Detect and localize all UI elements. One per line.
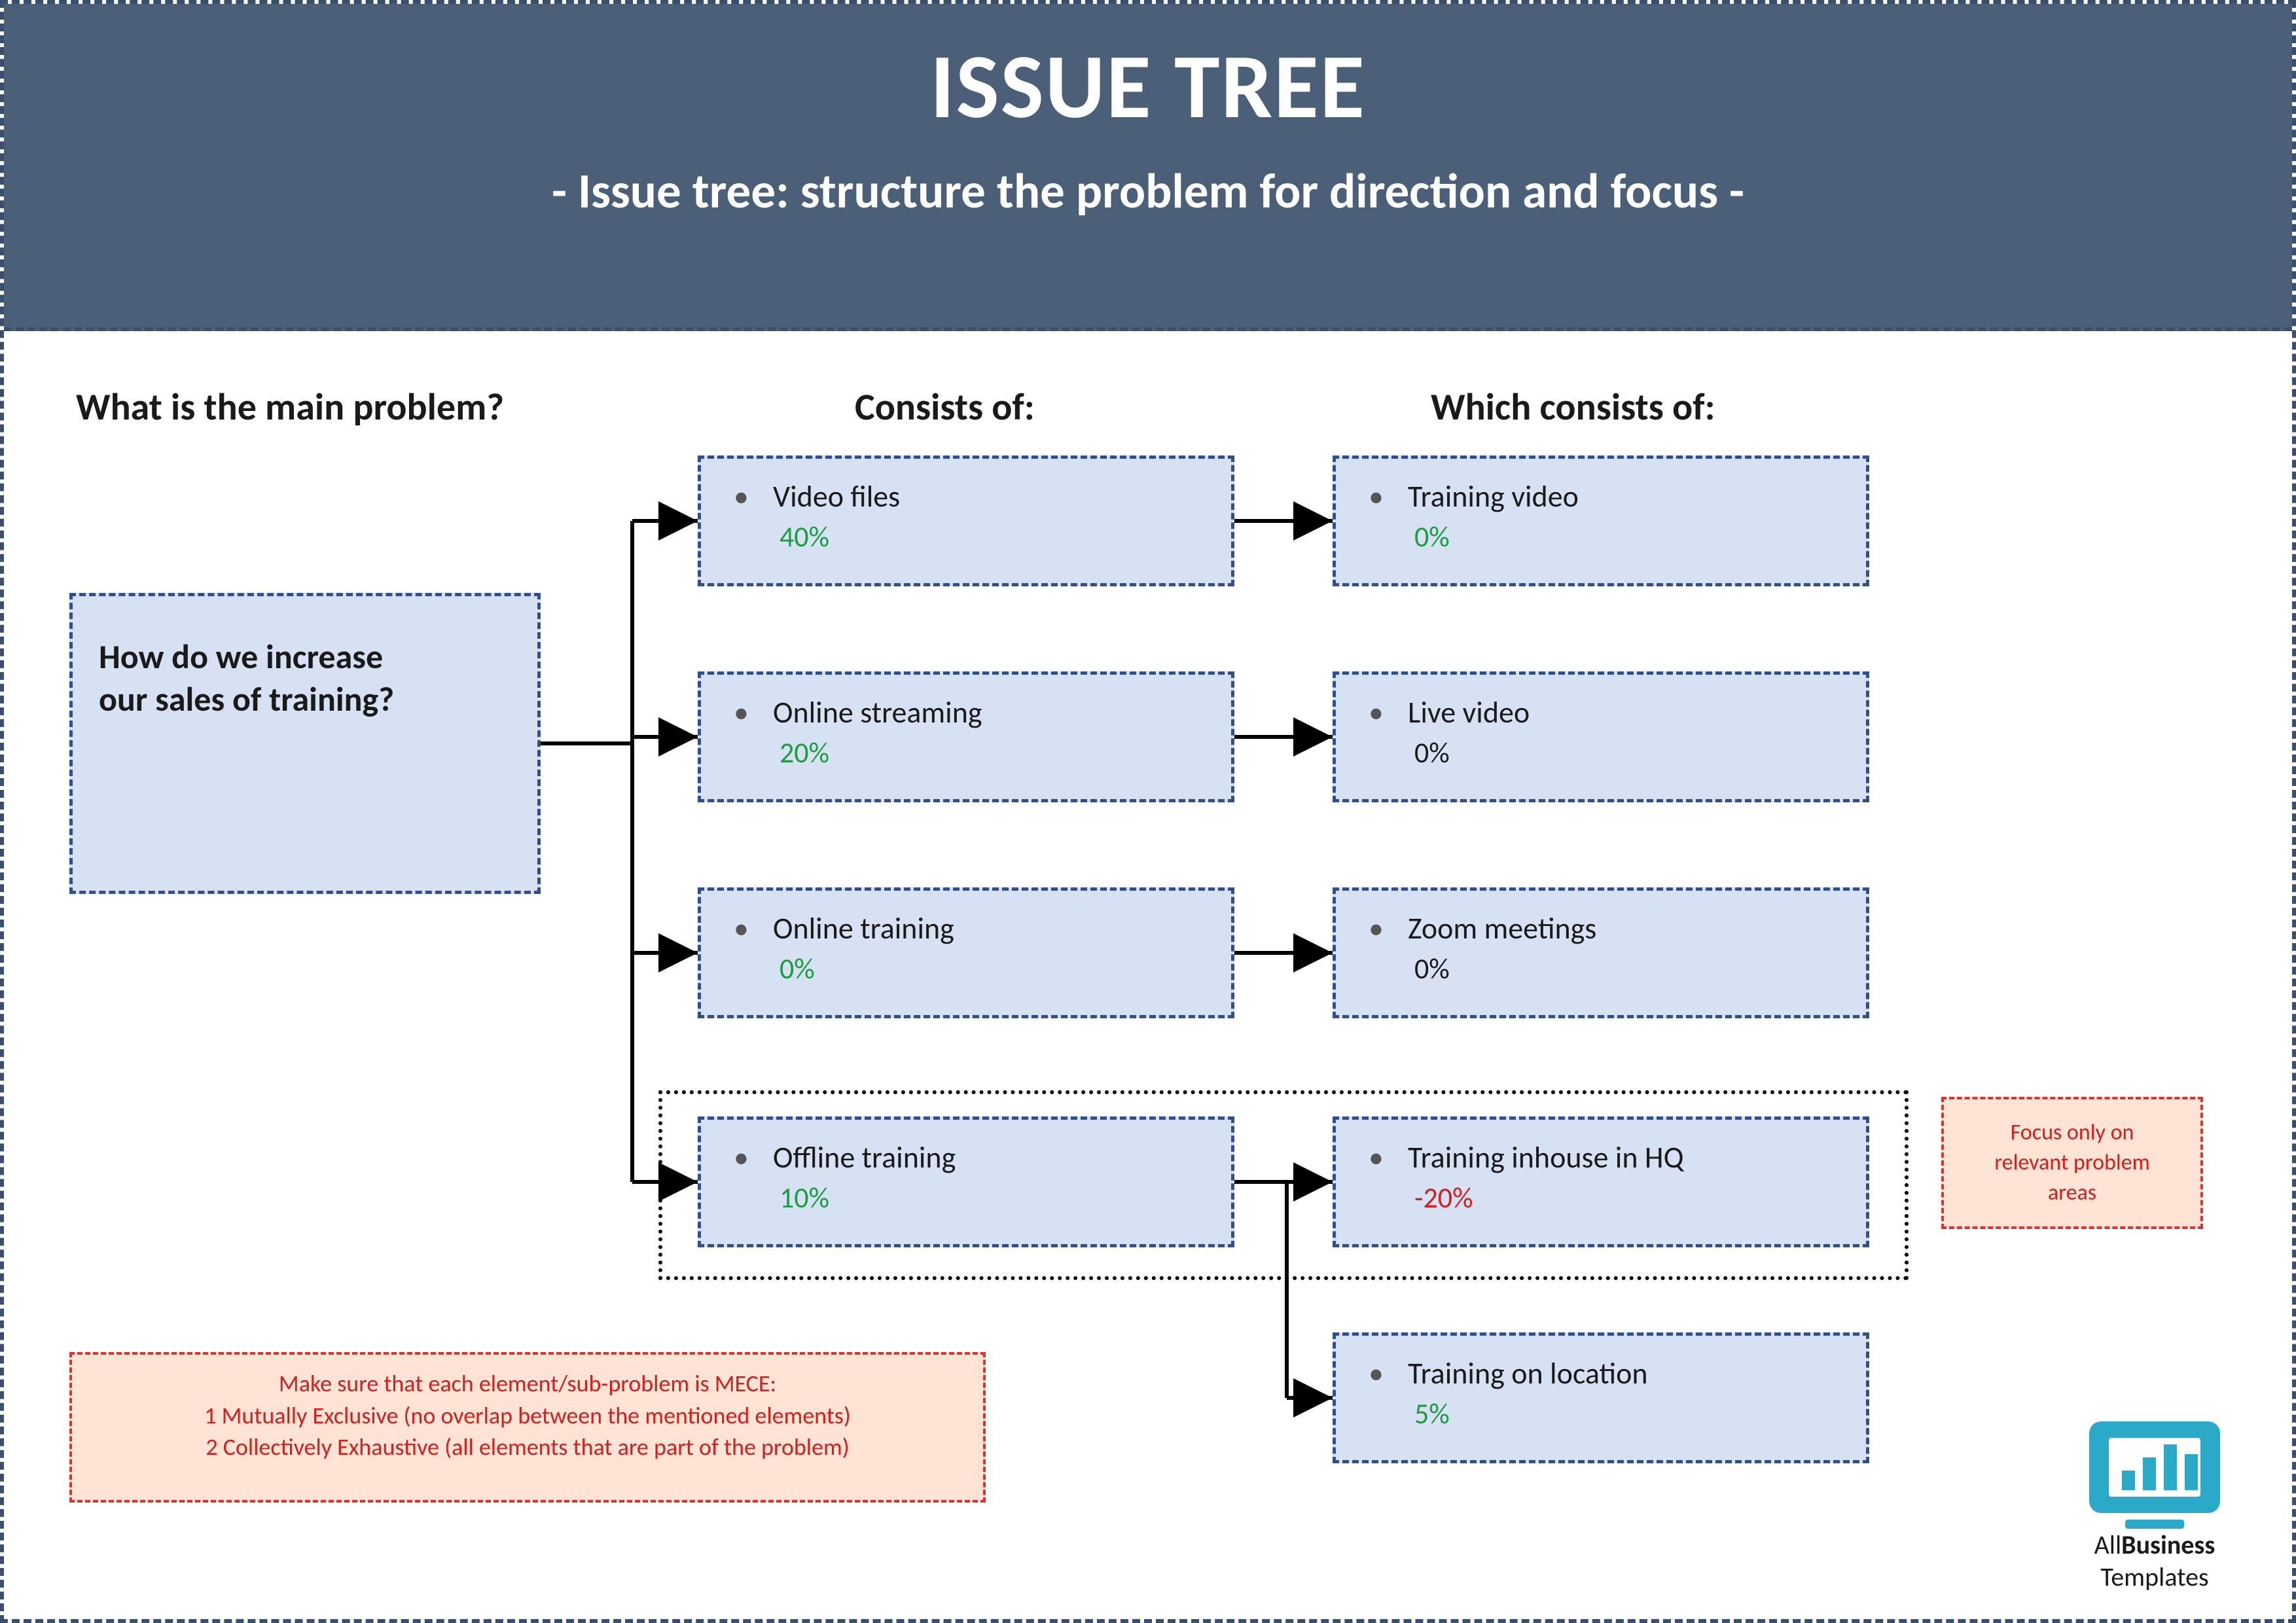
l2-pct-2: 0% — [780, 951, 1205, 986]
root-label-line1: How do we increase — [99, 635, 383, 677]
logo-text: AllBusiness Templates — [2056, 1529, 2253, 1593]
header: ISSUE TREE - Issue tree: structure the p… — [4, 4, 2292, 331]
note-mece-line2: 1 Mutually Exclusive (no overlap between… — [92, 1400, 963, 1432]
l3-node-0: Training video 0% — [1333, 455, 1869, 586]
l2-label-2: Online training — [734, 910, 954, 947]
note-mece: Make sure that each element/sub-problem … — [69, 1352, 986, 1503]
l3-label-4: Training on location — [1369, 1355, 1648, 1392]
l3-pct-2: 0% — [1414, 951, 1840, 986]
l3-pct-4: 5% — [1414, 1396, 1840, 1431]
l2-label-0: Video files — [734, 478, 900, 515]
l3-node-4: Training on location 5% — [1333, 1332, 1869, 1463]
logo-icon — [2089, 1421, 2220, 1513]
l3-label-2: Zoom meetings — [1369, 910, 1596, 947]
column-heading-3: Which consists of: — [1431, 383, 1715, 430]
note-focus: Focus only on relevant problem areas — [1941, 1097, 2203, 1229]
l2-pct-1: 20% — [780, 735, 1205, 770]
page-title: ISSUE TREE — [4, 30, 2292, 142]
l3-node-1: Live video 0% — [1333, 671, 1869, 802]
root-label-line2: our sales of training? — [99, 678, 394, 720]
l2-node-2: Online training 0% — [698, 887, 1234, 1018]
page: ISSUE TREE - Issue tree: structure the p… — [0, 0, 2296, 1623]
note-focus-line1: Focus only on — [1957, 1118, 2187, 1148]
l3-label-0: Training video — [1369, 478, 1579, 515]
logo: AllBusiness Templates — [2056, 1421, 2253, 1593]
focus-box — [658, 1090, 1909, 1280]
l3-label-1: Live video — [1369, 694, 1530, 731]
l3-pct-1: 0% — [1414, 735, 1840, 770]
l2-node-1: Online streaming 20% — [698, 671, 1234, 802]
column-heading-1: What is the main problem? — [76, 383, 504, 430]
page-subtitle: - Issue tree: structure the problem for … — [4, 162, 2292, 221]
column-heading-2: Consists of: — [855, 383, 1035, 430]
l2-node-0: Video files 40% — [698, 455, 1234, 586]
l3-node-2: Zoom meetings 0% — [1333, 887, 1869, 1018]
note-focus-line2: relevant problem — [1957, 1148, 2187, 1178]
note-mece-line3: 2 Collectively Exhaustive (all elements … — [92, 1431, 963, 1463]
note-focus-line3: areas — [1957, 1178, 2187, 1208]
l2-label-1: Online streaming — [734, 694, 982, 731]
l2-pct-0: 40% — [780, 519, 1205, 554]
root-node: How do we increase our sales of training… — [69, 593, 541, 894]
l3-pct-0: 0% — [1414, 519, 1840, 554]
note-mece-line1: Make sure that each element/sub-problem … — [92, 1368, 963, 1400]
